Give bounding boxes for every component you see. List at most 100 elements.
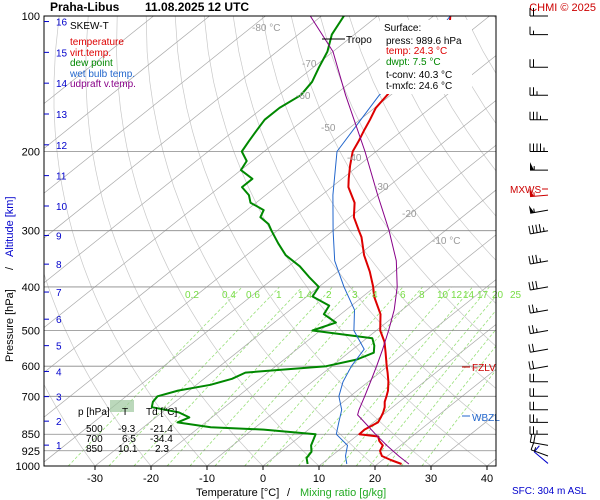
table-header-td: Td [°C] [146,407,177,418]
isotherm-label: -70 [302,59,317,70]
wind-barb [529,26,548,36]
isotherm-line [44,16,378,284]
mixing-ratio-label: 3 [352,290,358,301]
wind-barb-flag [538,224,542,233]
wind-barb-staff [530,449,549,457]
x-tick-label: -10 [199,473,215,485]
wind-barb [529,188,549,198]
legend-item-temperature: temperature [70,37,124,48]
dry-adiabat-line [581,16,600,466]
wind-barb [530,442,549,457]
axes: -30 -20 -10 0 10 20 30 401002003004005006007008… [16,11,494,485]
y-axis-title: Pressure [hPa] [4,289,16,362]
mixing-ratio-label: 0.6 [246,290,260,301]
mixing-ratio-label: 0.2 [185,290,199,301]
y-tick-label: 200 [22,146,40,158]
mixing-ratio-label: 4 [372,290,378,301]
wind-barb-flag [531,325,535,334]
x-tick-label: 30 [425,473,437,485]
altitude-tick-label: 6 [56,315,62,326]
series-line-wet-bulb-temp [332,16,451,465]
altitude-tick-label: 15 [56,48,68,59]
isotherm-line [486,458,496,466]
isotherm-line [543,16,600,466]
wind-barb [529,59,548,68]
altitude-tick-label: 14 [56,79,68,90]
table-cell: -34.4 [150,434,173,445]
x-axis-sep: / [287,487,291,499]
wind-barb [529,401,548,411]
surface-title: Surface: [384,23,421,34]
wind-barb [530,162,548,171]
mixing-ratio-label: 17 [477,290,489,301]
sfc-note: SFC: 304 m ASL [512,486,587,497]
wind-barb-flag [533,434,536,443]
mixing-ratio-line [189,286,354,466]
wind-barb-flag [531,343,535,352]
wind-barb [529,143,548,152]
y-tick-label: 925 [22,446,40,458]
wind-barb-pennant [530,162,534,171]
isotherm-line [44,16,210,149]
wind-barb-staff [533,451,549,464]
isotherm-line [262,279,496,466]
mixing-ratio-line [355,295,496,466]
legend-item-virt-temp: virt.temp. [70,48,111,59]
x-tick-label: 10 [313,473,325,485]
altitude-tick-label: 2 [56,417,62,428]
dry-adiabat-line [319,16,496,305]
dry-adiabat-line [523,16,600,466]
series-line-udpraft-v-temp [309,16,410,465]
wind-barb [528,254,549,265]
wind-barb [528,224,549,235]
isotherm-labels: -80 °C -70 -60 -50 -40 -30 -20 -10 °C [252,23,460,247]
mixing-ratio-label: 25 [510,290,522,301]
legend-item-dew-point: dew point [70,58,113,69]
wind-barb-flag [528,325,531,334]
wind-barbs [528,8,549,464]
isotherm-line [94,144,496,466]
wind-barb-staff [530,441,549,446]
wind-barb [528,304,549,314]
mixing-ratio-line [166,286,333,466]
x-tick-label: 40 [481,473,493,485]
wind-barb-flag [528,225,531,234]
dry-adiabat-line [493,16,496,20]
mixing-ratio-label: 14 [463,290,475,301]
altitude-tick-label: 4 [56,367,62,378]
wind-barb [529,434,549,446]
y-tick-label: 600 [22,361,40,373]
isotherm-label: -20 [402,209,417,220]
y-tick-label: 850 [22,429,40,441]
wind-barb [529,8,548,17]
wind-barb [528,205,549,214]
wind-barb-pennant [529,188,535,197]
isotherm-line [44,99,496,463]
surface-tconv: t-conv: 40.3 °C [386,70,452,81]
wind-barb-flag [531,255,535,264]
mixing-ratio-label: 2 [326,290,332,301]
wind-barb-flag [528,282,531,291]
y-tick-label: 500 [22,326,40,338]
x-tick-label: 0 [260,473,266,485]
legend-title: SKEW-T [70,21,109,32]
surface-tmxfc: t-mxfc: 24.6 °C [386,81,452,92]
wind-barb-flag [528,344,531,353]
altitude-tick-label: 12 [56,141,68,152]
wind-barb-flag [530,442,535,450]
wind-barb [529,426,548,435]
wind-barb-flag [535,280,538,289]
legend: SKEW-T temperature virt.temp. dew point … [69,21,136,90]
wind-barb-staff [530,286,549,291]
table-cell: 10.1 [118,444,138,455]
wind-barb-flag [528,255,531,265]
station-title: Praha-Libus [50,0,120,14]
surface-press: press: 989.6 hPa [386,36,462,47]
table-header-p: p [hPa] [78,407,110,418]
isotherm-label: -60 [296,91,311,102]
altitude-tick-label: 5 [56,342,62,353]
legend-item-updraft: udpraft v.temp. [70,79,136,90]
wind-barb-flag [531,304,535,313]
fzlv-label: FZLV [472,363,496,374]
